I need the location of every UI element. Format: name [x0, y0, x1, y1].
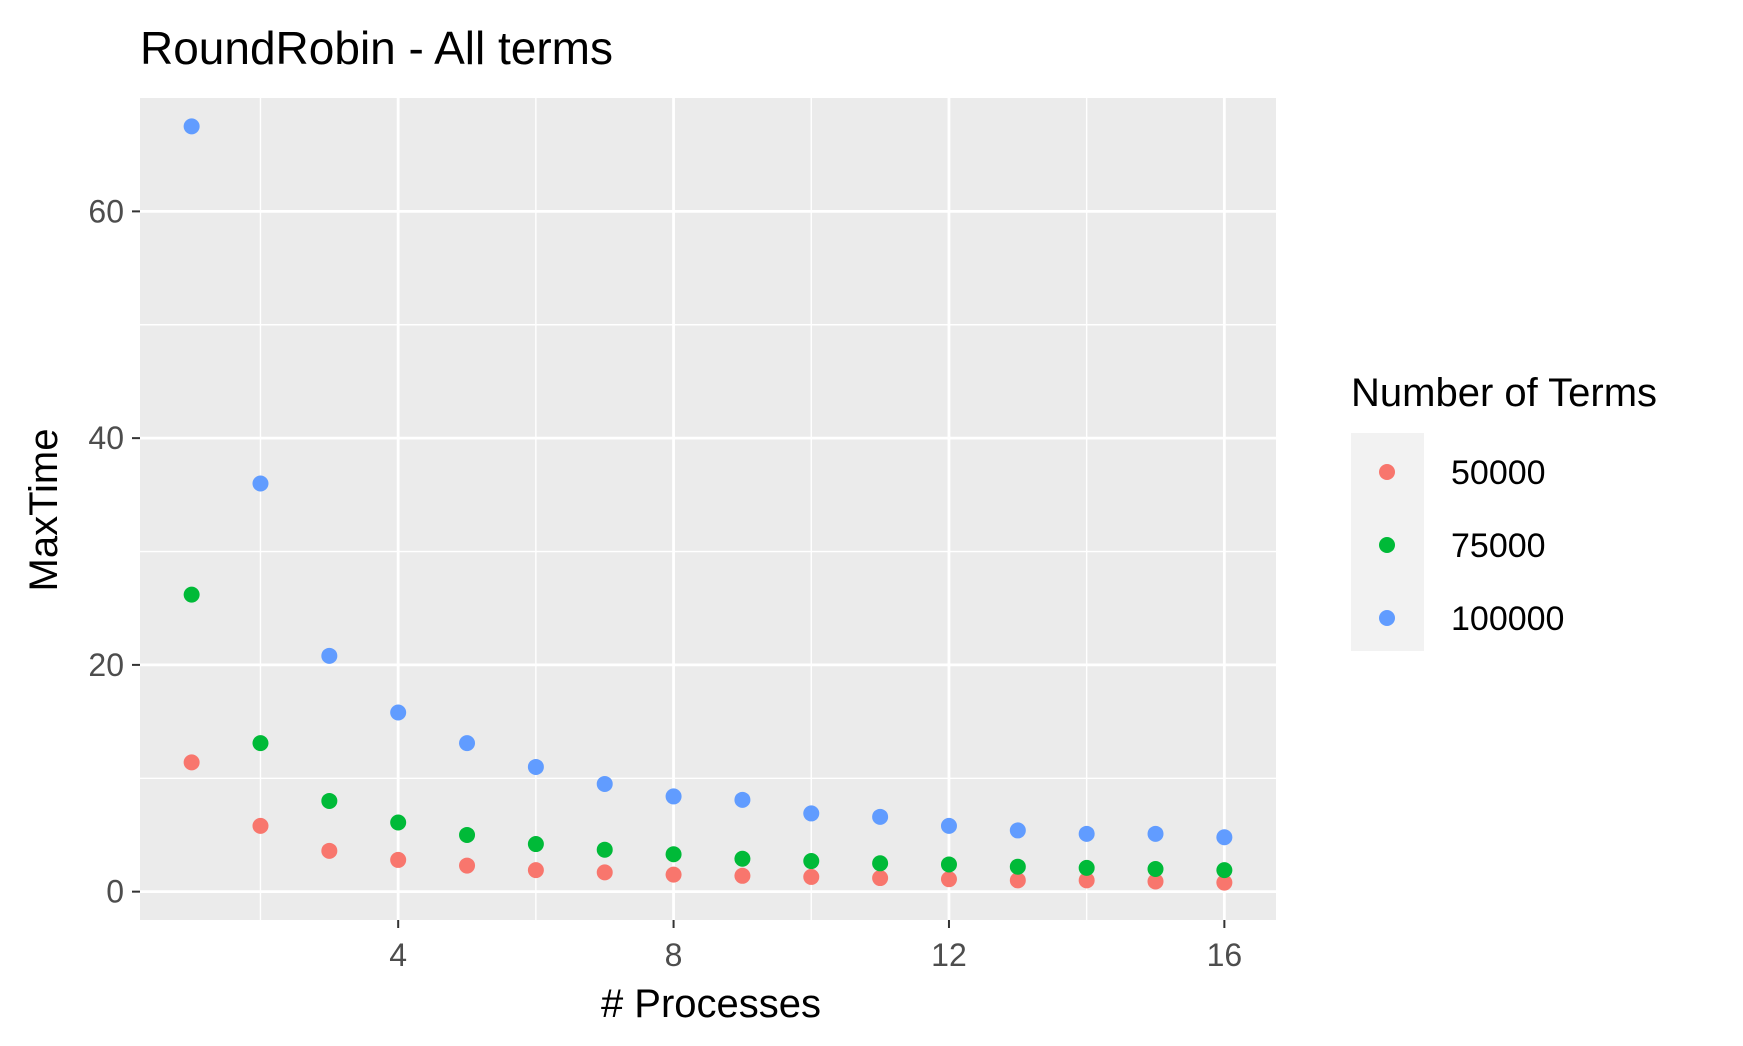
- point-75000: [252, 735, 269, 752]
- legend-key-50000: [1379, 464, 1395, 480]
- point-75000: [872, 855, 889, 872]
- point-75000: [183, 586, 200, 603]
- point-50000: [872, 870, 889, 887]
- point-75000: [1078, 859, 1095, 876]
- y-tick-label: 20: [88, 647, 124, 683]
- point-50000: [390, 851, 407, 868]
- point-100000: [183, 118, 200, 135]
- point-75000: [527, 836, 544, 853]
- point-100000: [459, 735, 476, 752]
- point-50000: [596, 864, 613, 881]
- y-tick-label: 0: [106, 874, 124, 910]
- point-100000: [1147, 825, 1164, 842]
- point-75000: [1009, 858, 1026, 875]
- point-100000: [1078, 825, 1095, 842]
- point-50000: [734, 867, 751, 884]
- point-75000: [321, 792, 338, 809]
- point-100000: [734, 791, 751, 808]
- point-50000: [940, 871, 957, 888]
- point-75000: [596, 841, 613, 858]
- point-100000: [321, 647, 338, 664]
- axes: 4 8 12 16 0 20 40 60: [88, 193, 1242, 973]
- plot-panel: [140, 98, 1276, 920]
- grid: [140, 98, 1276, 920]
- legend: Number of Terms 50000 75000 100000: [1351, 371, 1657, 651]
- legend-label-75000: 75000: [1451, 527, 1546, 565]
- point-100000: [1216, 829, 1233, 846]
- point-50000: [665, 866, 682, 883]
- point-75000: [803, 853, 820, 870]
- point-75000: [459, 826, 476, 843]
- point-50000: [1078, 872, 1095, 889]
- x-tick-label: 16: [1207, 937, 1243, 973]
- y-tick-label: 60: [88, 193, 124, 229]
- point-75000: [1147, 860, 1164, 877]
- point-50000: [183, 754, 200, 771]
- x-axis-title: # Processes: [601, 982, 821, 1026]
- point-100000: [252, 475, 269, 492]
- point-100000: [803, 805, 820, 822]
- point-50000: [1147, 873, 1164, 890]
- point-50000: [1009, 872, 1026, 889]
- point-75000: [940, 856, 957, 873]
- legend-title: Number of Terms: [1351, 371, 1657, 415]
- point-100000: [1009, 822, 1026, 839]
- x-tick-label: 12: [931, 937, 967, 973]
- y-axis-title: MaxTime: [22, 429, 66, 592]
- point-100000: [390, 704, 407, 721]
- point-75000: [665, 846, 682, 863]
- chart-title: RoundRobin - All terms: [140, 22, 613, 74]
- point-75000: [390, 814, 407, 831]
- point-50000: [1216, 874, 1233, 891]
- point-50000: [459, 857, 476, 874]
- point-50000: [252, 817, 269, 834]
- points: [183, 118, 1233, 891]
- point-100000: [665, 788, 682, 805]
- point-100000: [527, 758, 544, 775]
- legend-key-75000: [1379, 537, 1395, 553]
- point-75000: [734, 850, 751, 867]
- point-100000: [596, 775, 613, 792]
- legend-label-50000: 50000: [1451, 454, 1546, 492]
- x-tick-label: 8: [665, 937, 683, 973]
- y-tick-label: 40: [88, 420, 124, 456]
- point-100000: [940, 817, 957, 834]
- point-100000: [872, 808, 889, 825]
- legend-label-100000: 100000: [1451, 600, 1564, 638]
- x-tick-label: 4: [389, 937, 407, 973]
- point-50000: [321, 842, 338, 859]
- point-75000: [1216, 862, 1233, 879]
- point-50000: [803, 868, 820, 885]
- legend-key-100000: [1379, 610, 1395, 626]
- legend-items: 50000 75000 100000: [1379, 454, 1564, 638]
- point-50000: [527, 862, 544, 879]
